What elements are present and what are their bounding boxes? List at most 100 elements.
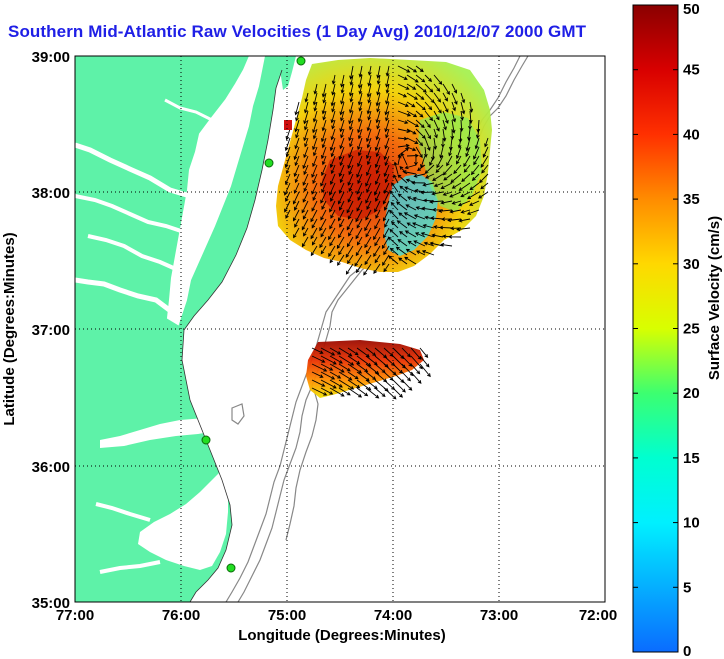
velocity-arrow (303, 110, 309, 125)
velocity-arrow (331, 83, 336, 96)
velocity-arrow (365, 128, 372, 143)
velocity-arrow (383, 263, 390, 273)
velocity-arrow (425, 173, 435, 179)
velocity-arrow (330, 128, 336, 141)
velocity-arrow (321, 83, 327, 98)
velocity-arrow (403, 212, 417, 220)
velocity-arrow (340, 128, 345, 139)
velocity-arrow (376, 101, 381, 113)
velocity-arrow (460, 209, 471, 214)
velocity-arrow (480, 155, 489, 168)
velocity-arrow (406, 222, 417, 229)
velocity-arrow (413, 173, 426, 178)
colorbar-tick-label: 15 (683, 450, 700, 467)
velocity-arrow (449, 209, 462, 214)
colorbar-label: Surface Velocity (cm/s) (706, 216, 723, 380)
velocity-arrow (389, 228, 399, 238)
velocity-arrow (337, 254, 345, 266)
velocity-arrow (293, 146, 300, 161)
velocity-arrow (387, 236, 399, 247)
velocity-arrow (392, 371, 405, 384)
velocity-arrow (432, 173, 444, 182)
pamlico-sound (138, 470, 228, 570)
velocity-arrow (475, 128, 480, 139)
velocity-arrow (338, 363, 351, 372)
velocity-arrow (404, 186, 417, 193)
velocity-arrow (321, 137, 327, 149)
velocity-arrow (406, 92, 419, 100)
velocity-arrow (330, 92, 336, 107)
velocity-arrow (347, 355, 361, 365)
velocity-arrow (285, 191, 291, 202)
velocity-arrow (357, 191, 363, 201)
velocity-arrow (312, 110, 318, 123)
velocity-arrow (420, 232, 435, 238)
velocity-arrow (311, 371, 324, 378)
station-marker (226, 563, 236, 573)
velocity-arrow (415, 65, 424, 73)
velocity-arrow (374, 254, 381, 264)
velocity-arrow (451, 119, 456, 134)
velocity-arrow (440, 182, 453, 189)
velocity-arrow (373, 227, 381, 241)
velocity-arrow (460, 101, 466, 115)
velocity-arrow (338, 371, 353, 381)
velocity-arrow (406, 110, 418, 118)
velocity-arrow (357, 155, 363, 168)
velocity-arrow (384, 101, 390, 116)
velocity-arrow (347, 371, 359, 380)
velocity-arrow (365, 245, 372, 255)
station-marker (201, 435, 211, 445)
lat-tick: 38:00 (32, 185, 70, 202)
velocity-arrow (443, 173, 453, 181)
velocity-arrow (313, 83, 318, 95)
velocity-arrow (412, 222, 426, 229)
velocity-arrow (330, 191, 336, 202)
velocity-arrow (419, 363, 431, 378)
velocity-arrow (347, 347, 359, 356)
lat-tick: 35:00 (32, 595, 70, 612)
velocity-arrow (320, 387, 334, 395)
velocity-arrow (365, 227, 372, 238)
velocity-arrow (374, 155, 381, 169)
velocity-arrow (328, 227, 336, 241)
velocity-arrow (412, 196, 426, 202)
velocity-arrow (329, 200, 336, 213)
velocity-arrow (433, 101, 442, 114)
velocity-arrow (375, 209, 381, 219)
velocity-arrow (366, 83, 372, 98)
velocity-arrow (312, 128, 318, 140)
velocity-arrow (407, 240, 417, 247)
velocity-arrow (421, 249, 435, 256)
velocity-arrow (470, 164, 480, 176)
velocity-arrow (373, 263, 381, 274)
velocity-arrow (320, 146, 327, 160)
velocity-arrow (311, 387, 328, 396)
velocity-arrow (469, 101, 474, 113)
velocity-arrow (413, 240, 426, 247)
velocity-arrow (456, 155, 462, 165)
velocity-arrow (411, 180, 426, 185)
velocity-arrow (303, 146, 309, 159)
velocity-arrow (366, 101, 372, 115)
velocity-arrow (331, 101, 336, 113)
velocity-arrow (340, 92, 345, 105)
velocity-arrow (358, 65, 363, 78)
velocity-arrow (436, 155, 444, 169)
velocity-arrow (424, 164, 435, 174)
pamlico-river (95, 502, 151, 522)
velocity-arrow (384, 137, 390, 150)
velocity-arrow (348, 101, 354, 114)
velocity-arrow (329, 355, 343, 364)
velocity-arrow (312, 146, 318, 157)
velocity-arrow (478, 191, 489, 199)
velocity-arrow (402, 170, 417, 175)
velocity-arrow (424, 74, 433, 82)
velocity-arrow (405, 248, 417, 256)
velocity-arrow (285, 128, 291, 141)
velocity-arrow (348, 146, 354, 159)
velocity-arrow (311, 355, 326, 363)
velocity-arrow (405, 204, 417, 211)
velocity-arrow (442, 119, 447, 131)
velocity-arrow (303, 101, 309, 114)
